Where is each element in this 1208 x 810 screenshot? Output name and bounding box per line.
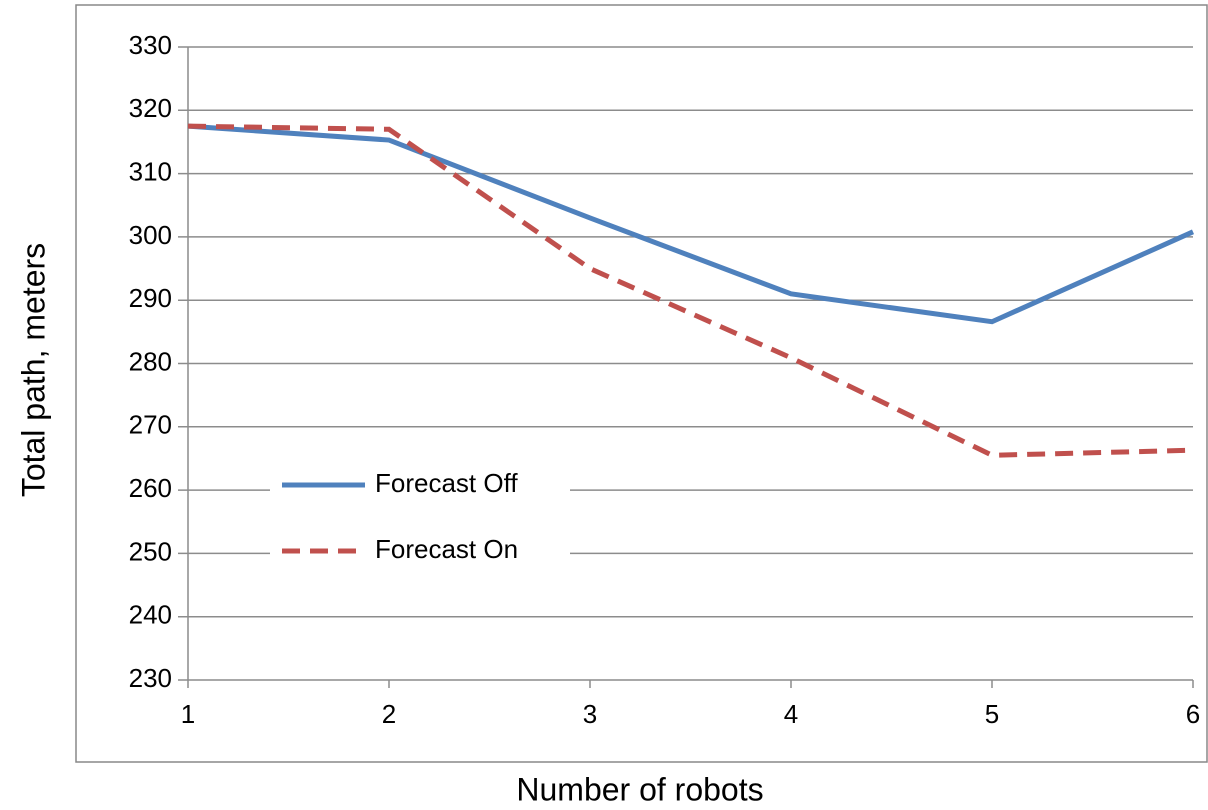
y-tick-label: 280 bbox=[129, 346, 172, 376]
x-tick-label: 5 bbox=[985, 699, 999, 729]
x-tick-label: 1 bbox=[181, 699, 195, 729]
x-tick-label: 3 bbox=[583, 699, 597, 729]
y-tick-label: 330 bbox=[129, 30, 172, 60]
legend-label: Forecast On bbox=[375, 534, 518, 564]
legend-label: Forecast Off bbox=[375, 468, 518, 498]
series-line bbox=[187, 123, 1194, 458]
y-tick-label: 310 bbox=[129, 156, 172, 186]
y-axis-title: Total path, meters bbox=[15, 243, 51, 497]
x-tick-label: 4 bbox=[784, 699, 798, 729]
y-tick-label: 290 bbox=[129, 283, 172, 313]
chart-frame bbox=[75, 4, 1208, 763]
x-tick-label: 6 bbox=[1186, 699, 1200, 729]
legend-box bbox=[270, 460, 570, 580]
y-tick-label: 270 bbox=[129, 410, 172, 440]
x-axis-title: Number of robots bbox=[516, 771, 763, 807]
y-tick-label: 250 bbox=[129, 536, 172, 566]
x-tick-label: 2 bbox=[382, 699, 396, 729]
y-tick-label: 300 bbox=[129, 220, 172, 250]
y-tick-label: 260 bbox=[129, 473, 172, 503]
y-tick-label: 240 bbox=[129, 600, 172, 630]
series-line bbox=[187, 123, 1195, 325]
y-tick-label: 320 bbox=[129, 93, 172, 123]
y-tick-label: 230 bbox=[129, 663, 172, 693]
